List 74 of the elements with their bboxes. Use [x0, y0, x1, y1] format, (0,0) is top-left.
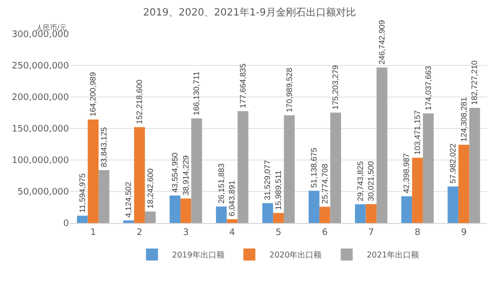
bar: [412, 158, 423, 223]
y-tick-label: 150,000,000: [12, 124, 70, 135]
data-label: 182,727,210: [470, 60, 480, 105]
bar: [170, 196, 180, 223]
y-tick-label: 0: [63, 219, 70, 230]
data-label: 31,529,077: [263, 160, 272, 200]
data-label: 175,203,279: [331, 64, 340, 110]
x-tick-label: 5: [276, 228, 282, 238]
data-label: 15,989,511: [274, 170, 283, 210]
data-label: 25,774,708: [320, 163, 330, 204]
bar: [308, 190, 320, 223]
data-label: 124,308,281: [459, 96, 468, 142]
data-label: 42,398,987: [402, 152, 412, 194]
y-tick-label: 250,000,000: [12, 62, 70, 72]
x-tick-label: 9: [460, 228, 467, 238]
bar: [401, 196, 412, 223]
x-tick-label: 1: [90, 228, 96, 238]
bar: [422, 113, 434, 223]
bar: [458, 144, 470, 223]
x-tick-label: 4: [229, 228, 236, 238]
bar: [226, 219, 238, 223]
data-label: 43,554,950: [170, 152, 180, 193]
data-label: 18,242,600: [146, 168, 155, 209]
bar: [144, 212, 156, 223]
bar: [134, 127, 145, 223]
y-tick-label: 100,000,000: [12, 156, 70, 166]
bar: [123, 220, 134, 223]
data-label: 6,043,891: [228, 180, 237, 216]
data-label: 152,218,600: [135, 79, 144, 124]
bar: [284, 115, 295, 223]
bar: [238, 111, 248, 223]
data-label: 38,914,229: [181, 154, 190, 196]
x-tick-label: 7: [368, 228, 374, 238]
y-tick-label: 200,000,000: [12, 93, 70, 104]
bar: [98, 170, 110, 223]
data-label: 103,471,157: [413, 110, 422, 155]
bar: [319, 206, 330, 223]
data-label: 164,200,989: [88, 72, 98, 117]
data-label: 51,138,675: [310, 147, 319, 188]
bar: [273, 212, 284, 223]
bar: [262, 203, 274, 223]
data-label: 177,664,835: [238, 63, 248, 108]
y-tick-label: 50,000,000: [17, 188, 70, 198]
bar: [191, 118, 202, 223]
bar: [180, 198, 192, 223]
x-tick-label: 6: [322, 228, 328, 238]
data-label: 170,989,528: [284, 67, 294, 112]
y-tick-label: 300,000,000: [12, 30, 70, 40]
data-label: 246,742,909: [377, 20, 386, 65]
data-label: 83,843,125: [99, 126, 108, 168]
bar: [376, 68, 388, 223]
bar: [366, 204, 377, 223]
bar: [330, 112, 342, 223]
legend-label: 2021年出口额: [366, 250, 420, 260]
data-label: 166,130,711: [192, 70, 202, 116]
data-label: 174,037,663: [424, 65, 433, 110]
x-tick-label: 2: [136, 228, 142, 238]
chart-title: 2019、2020、2021年1-9月金刚石出口额对比: [143, 6, 356, 18]
data-label: 57,982,022: [448, 142, 458, 184]
bar: [216, 206, 227, 223]
data-label: 26,151,883: [216, 162, 226, 204]
bar: [448, 186, 458, 223]
x-tick-label: 8: [414, 228, 421, 238]
bar: [354, 204, 366, 223]
data-label: 4,124,502: [124, 181, 134, 218]
x-tick-label: 3: [182, 228, 189, 238]
data-label: 11,594,975: [78, 172, 87, 213]
bar: [469, 108, 480, 223]
data-label: 29,743,825: [356, 160, 365, 202]
bar: [88, 120, 99, 223]
legend-label: 2020年出口额: [269, 250, 322, 260]
bar: [76, 216, 88, 223]
legend-label: 2019年出口额: [172, 250, 224, 260]
data-label: 30,021,500: [366, 160, 376, 202]
